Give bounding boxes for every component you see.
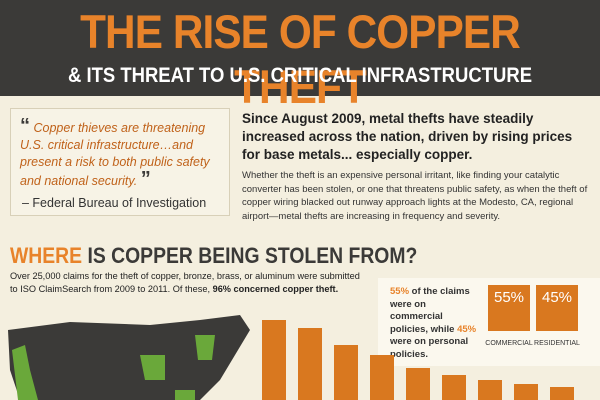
bar: [370, 355, 394, 400]
quote-mark: ”: [140, 168, 151, 190]
title: THE RISE OF COPPER THEFT: [80, 5, 521, 113]
bar: [406, 368, 430, 400]
illustration: [8, 315, 574, 400]
intro-body: Whether the theft is an expensive person…: [242, 170, 588, 222]
residential-box: 45%: [536, 285, 578, 331]
bars: [262, 320, 574, 400]
text: Over 25,000 claims for the theft of copp…: [10, 271, 360, 294]
quote-mark: “: [20, 115, 30, 137]
policy-text: 55% of the claims were on commercial pol…: [390, 286, 480, 361]
bar: [334, 345, 358, 400]
header: [0, 0, 600, 96]
map: [8, 315, 250, 400]
state: [175, 390, 195, 400]
quote-text: Copper thieves are threatening U.S. crit…: [20, 121, 210, 188]
state: [140, 355, 165, 380]
bar: [478, 380, 502, 400]
intro-heading: Since August 2009, metal thefts have ste…: [242, 111, 573, 162]
share: 55%: [390, 286, 410, 297]
label: COMMERCIAL: [485, 340, 533, 347]
label: RESIDENTIAL: [534, 340, 580, 347]
bar: [298, 328, 322, 400]
quote-box: [10, 108, 230, 216]
attribution: – Federal Bureau of Investigation: [22, 196, 207, 210]
bold-text: 96% concerned copper theft.: [212, 284, 339, 294]
bar: [514, 384, 538, 400]
state: [195, 335, 215, 360]
bar: [262, 320, 286, 400]
state: [12, 345, 38, 400]
text: of the claims were on commercial policie…: [390, 286, 470, 335]
bar: [442, 375, 466, 400]
bar: [550, 387, 574, 400]
quote: “ Copper thieves are threatening U.S. cr…: [20, 115, 225, 190]
commercial-box: 55%: [488, 285, 530, 331]
title-rest: IS COPPER BEING STOLEN FROM?: [87, 243, 418, 268]
highlight: WHERE: [10, 243, 83, 268]
text: were on personal policies.: [390, 336, 469, 360]
subtitle: & ITS THREAT TO U.S. CRITICAL INFRASTRUC…: [67, 64, 533, 87]
share: 45%: [457, 323, 477, 335]
section-title: WHERE IS COPPER BEING STOLEN FROM?: [10, 243, 417, 269]
section-text: Over 25,000 claims for the theft of copp…: [10, 270, 370, 296]
